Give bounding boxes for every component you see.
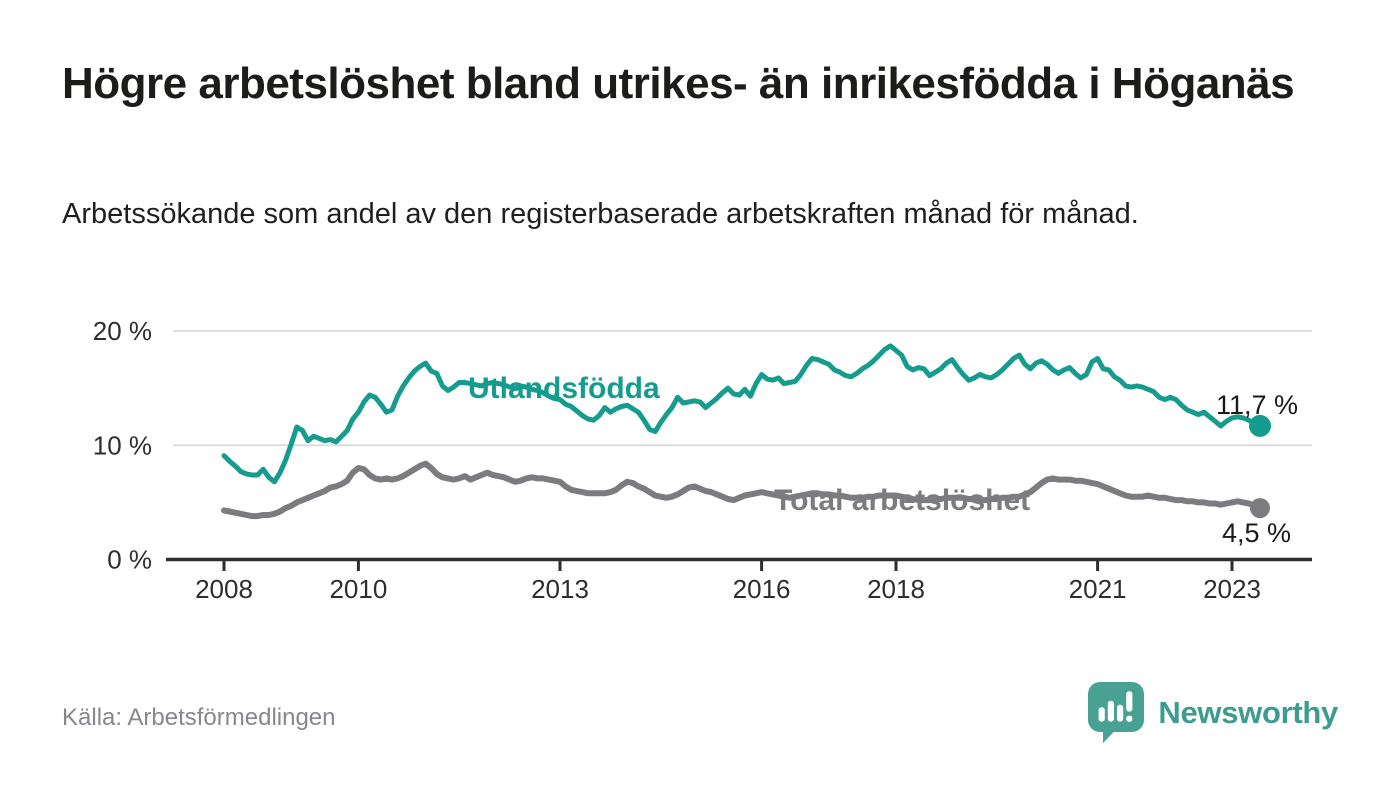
x-tick-label-2008: 2008 <box>195 574 253 604</box>
y-axis-tick-labels: 0 % 10 % 20 % <box>93 316 152 574</box>
x-axis-ticks <box>222 559 1234 571</box>
series-label-total-arbetsloshet: Total arbetslöshet <box>774 484 1030 517</box>
series-label-utlandsfodda: Utlandsfödda <box>468 372 660 405</box>
series-end-dot-1 <box>1250 498 1270 519</box>
x-axis-tick-labels: 2008 2010 2013 2016 2018 2021 2023 <box>195 574 1261 604</box>
end-value-label-total: 4,5 % <box>1222 518 1291 548</box>
x-tick-label-2016: 2016 <box>733 574 791 604</box>
page-subtitle: Arbetssökande som andel av den registerb… <box>62 198 1139 230</box>
x-tick-label-2023: 2023 <box>1203 574 1261 604</box>
x-tick-label-2021: 2021 <box>1069 574 1127 604</box>
y-tick-label-10: 10 % <box>93 430 152 460</box>
gridlines <box>173 330 1312 447</box>
series-line-1 <box>221 460 1263 520</box>
x-tick-label-2013: 2013 <box>531 574 589 604</box>
x-tick-label-2018: 2018 <box>867 574 925 604</box>
y-tick-label-0: 0 % <box>107 545 152 575</box>
data-series-lines <box>221 343 1271 520</box>
x-tick-label-2010: 2010 <box>329 574 387 604</box>
end-value-label-utlandsfodda: 11,7 % <box>1216 390 1298 420</box>
series-line-0 <box>221 343 1263 485</box>
source-note: Källa: Arbetsförmedlingen <box>62 704 336 731</box>
series-end-dot-0 <box>1249 414 1271 437</box>
brand-lockup: Newsworthy <box>1088 682 1338 744</box>
y-tick-label-20: 20 % <box>93 316 152 346</box>
brand-name: Newsworthy <box>1158 695 1338 730</box>
page-title: Högre arbetslöshet bland utrikes- än inr… <box>62 59 1295 108</box>
newsworthy-logo-icon <box>1088 682 1145 744</box>
